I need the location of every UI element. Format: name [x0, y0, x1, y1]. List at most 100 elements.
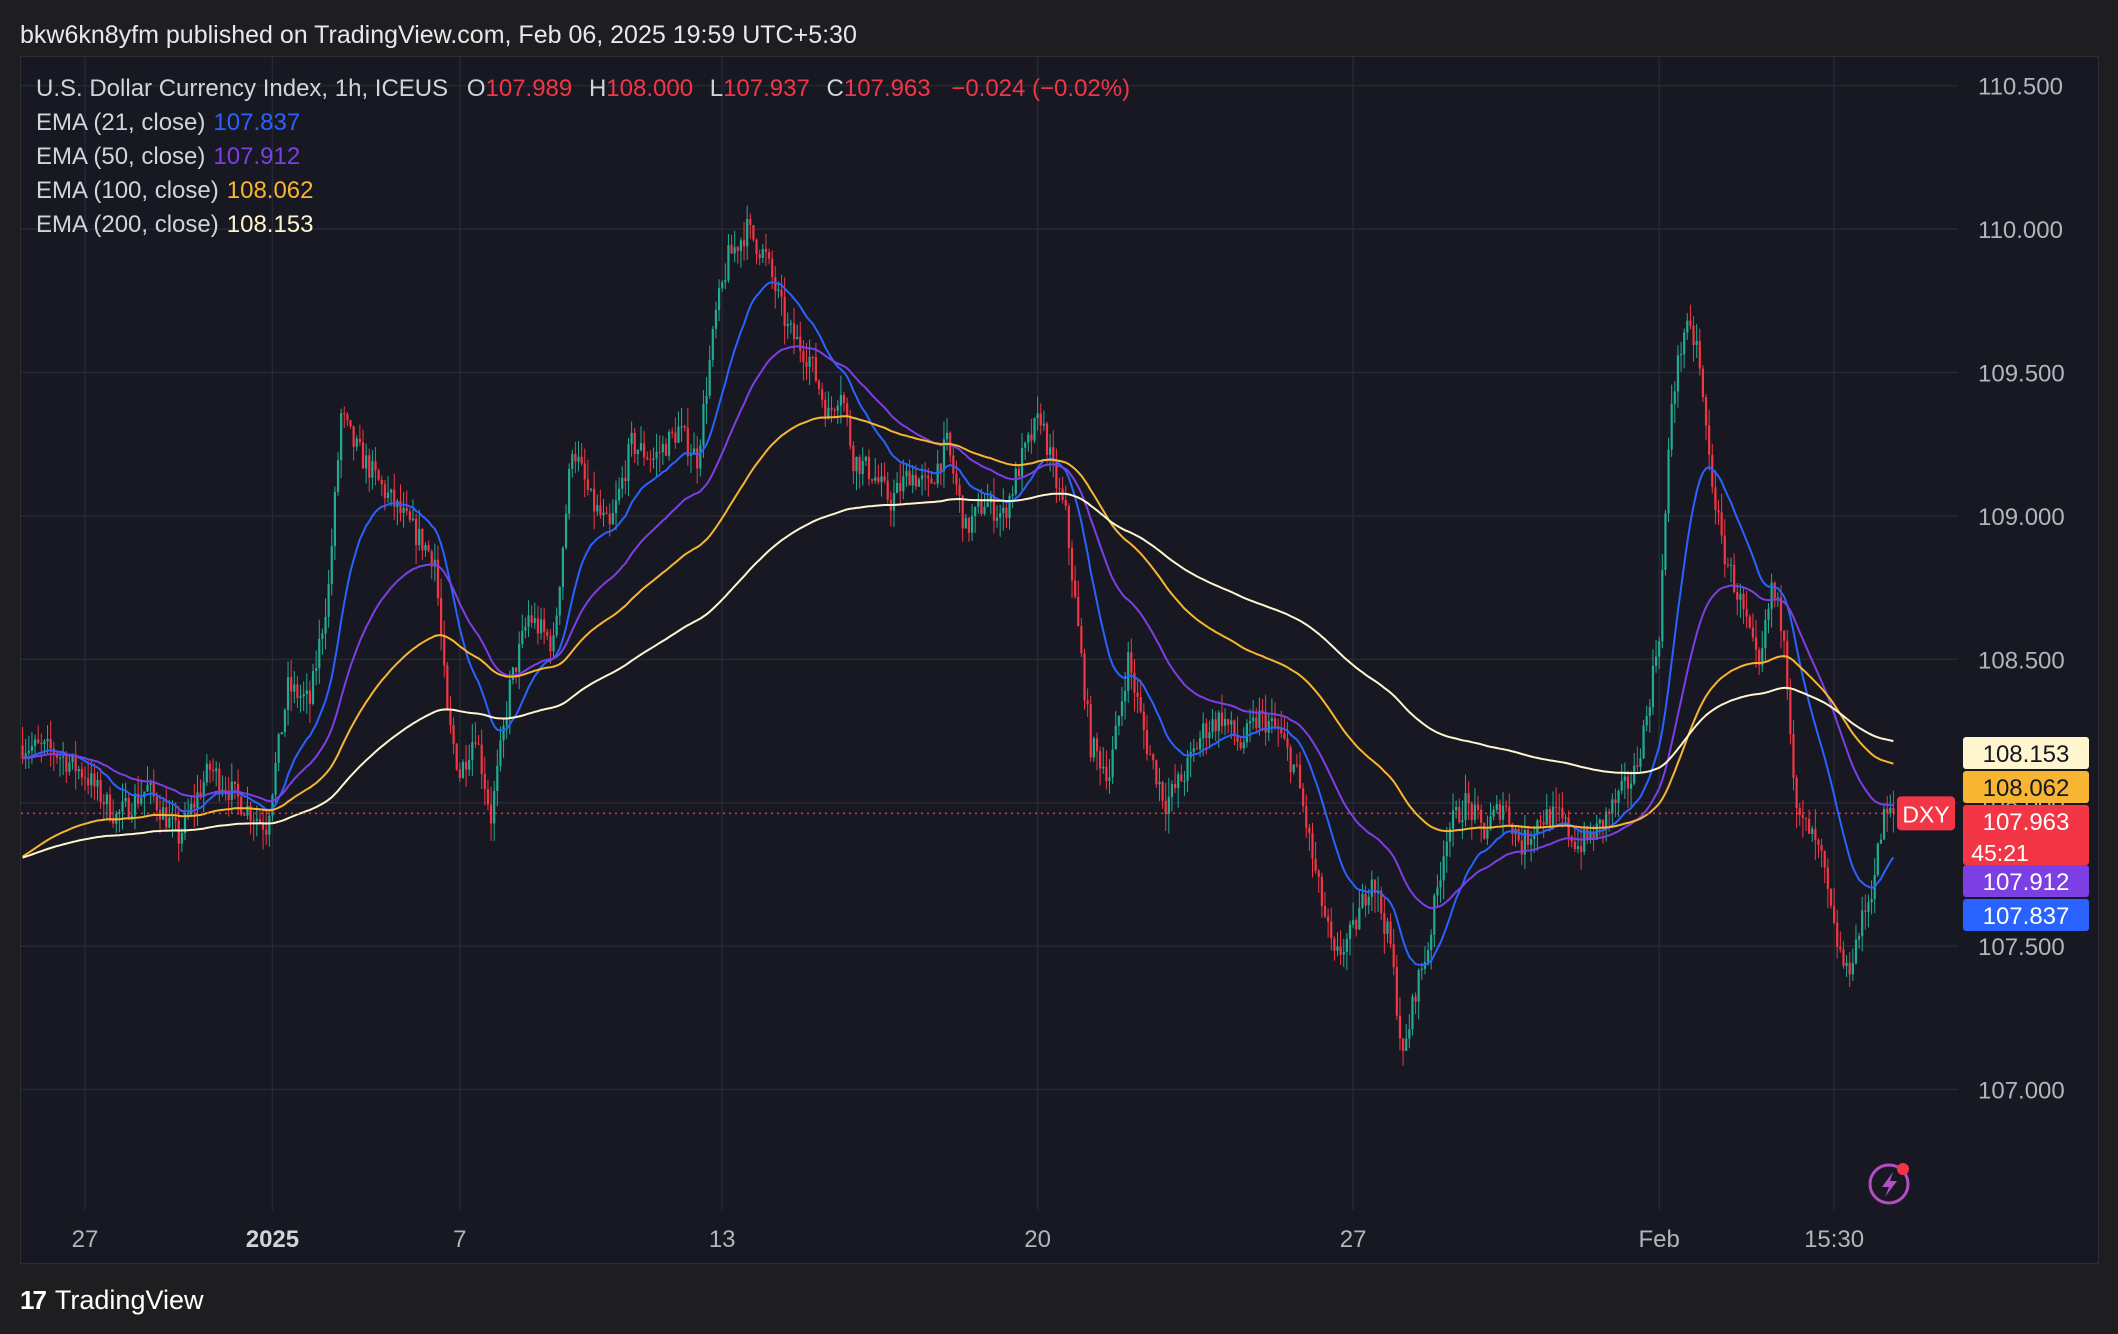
candle-body [1839, 946, 1842, 950]
candle-body [1058, 488, 1061, 490]
candle-body [1298, 764, 1302, 789]
candle-body [683, 426, 686, 428]
candle-body [105, 794, 108, 805]
candle-body [380, 479, 383, 485]
candle-body [633, 432, 636, 455]
candle-body [627, 444, 630, 482]
candle-body [936, 463, 939, 484]
candle-body [892, 493, 896, 511]
ema200-row[interactable]: EMA (200, close) 108.153 [36, 208, 1130, 242]
candle-body [196, 792, 199, 808]
candle-body [1551, 806, 1555, 828]
candle-body [1698, 340, 1701, 369]
candle-body [1170, 784, 1174, 797]
candle-body [1586, 828, 1589, 840]
candle-body [855, 456, 858, 472]
price-label-ema-21: 107.837 [1963, 899, 2089, 931]
symbol-label[interactable]: U.S. Dollar Currency Index, 1h, ICEUS [36, 75, 449, 102]
candle-body [664, 443, 668, 456]
candle-body [27, 750, 30, 754]
candle-body [1758, 649, 1761, 666]
candle-body [46, 739, 49, 742]
tradingview-footer[interactable]: 17 TradingView [20, 1280, 204, 1320]
candle-body [521, 630, 524, 645]
candle-body [408, 511, 411, 521]
candle-body [1327, 916, 1330, 922]
candle-body [1567, 817, 1570, 837]
candle-body [771, 258, 774, 278]
symbol-row[interactable]: U.S. Dollar Currency Index, 1h, ICEUS O1… [36, 72, 1130, 106]
candle-body [1736, 591, 1739, 600]
low-label: L [709, 75, 724, 102]
candle-body [1270, 718, 1273, 722]
candle-body [55, 754, 59, 758]
candle-body [1708, 425, 1711, 455]
candlestick-chart[interactable]: 110.500 110.000 109.500 109.000 108.500 108.0… [0, 0, 2118, 1280]
candle-body [443, 634, 446, 666]
price-label-ema-200: 108.153 [1963, 737, 2089, 769]
candle-body [271, 794, 274, 816]
candle-body [1511, 823, 1514, 835]
candle-body [371, 461, 374, 478]
candle-body [867, 456, 871, 480]
candle-body [352, 426, 355, 447]
candle-body [1626, 776, 1630, 789]
candle-body [1533, 834, 1536, 840]
ema50-row[interactable]: EMA (50, close) 107.912 [36, 140, 1130, 174]
candle-body [1417, 970, 1420, 1002]
candle-body [218, 768, 221, 791]
candle-body [1489, 816, 1492, 830]
candle-body [1820, 845, 1823, 851]
candle-body [692, 448, 696, 455]
candle-body [215, 768, 218, 772]
candle-body [986, 502, 989, 507]
candle-body [1480, 809, 1483, 823]
candle-body [1064, 499, 1067, 507]
low-value: 107.937 [723, 75, 810, 102]
candle-body [93, 773, 96, 787]
candle-body [296, 684, 299, 699]
candle-body [524, 626, 527, 631]
candle-body [280, 732, 283, 735]
candle-body [499, 740, 502, 766]
candle-body [1198, 738, 1202, 750]
x-tick-label: 15:30 [1804, 1226, 1864, 1253]
candle-body [1361, 893, 1364, 908]
candle-body [496, 765, 499, 791]
x-tick-label: 27 [1340, 1226, 1367, 1253]
candle-body [486, 789, 490, 805]
candle-body [514, 667, 518, 672]
candle-body [636, 450, 639, 455]
candle-body [452, 725, 455, 745]
candle-body [1864, 910, 1867, 912]
candle-body [1717, 510, 1720, 513]
candle-body [1392, 944, 1395, 968]
lightning-icon-ring [1868, 1163, 1910, 1205]
candle-body [383, 484, 386, 498]
candle-body [1848, 962, 1851, 975]
candle-body [1223, 719, 1227, 726]
candle-body [493, 790, 496, 824]
candle-body [1620, 780, 1623, 791]
candle-body [308, 690, 312, 704]
lightning-icon[interactable] [1868, 1163, 1910, 1205]
candle-body [1505, 805, 1508, 807]
candle-body [30, 745, 34, 751]
candle-body [243, 814, 246, 816]
candle-body [180, 832, 183, 844]
candle-body [1761, 648, 1764, 666]
candle-body [799, 336, 802, 352]
candle-body [439, 598, 443, 635]
candle-body [1667, 449, 1670, 514]
candle-body [777, 289, 780, 291]
candle-body [143, 791, 146, 798]
candle-body [533, 618, 536, 623]
candle-body [1227, 719, 1230, 725]
ema100-row[interactable]: EMA (100, close) 108.062 [36, 174, 1130, 208]
ema21-row[interactable]: EMA (21, close) 107.837 [36, 106, 1130, 140]
candle-body [746, 219, 749, 247]
candle-body [118, 811, 121, 814]
candle-body [1261, 710, 1264, 712]
candle-body [1804, 817, 1808, 819]
price-label-bg [1963, 805, 2089, 865]
